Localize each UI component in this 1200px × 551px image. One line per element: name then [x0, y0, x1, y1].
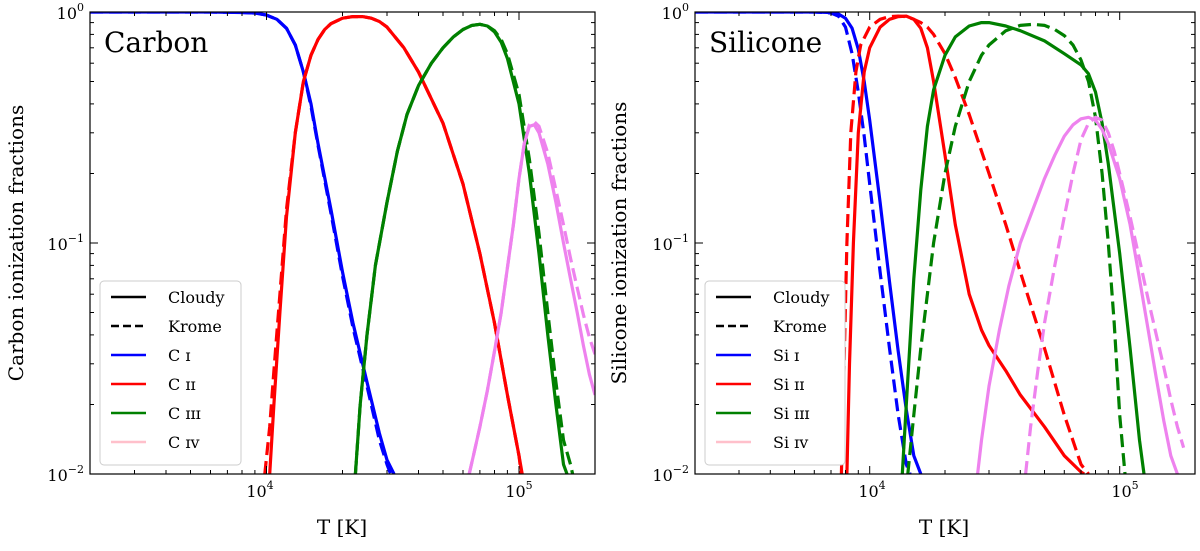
carbon-panel-title: Carbon — [104, 26, 208, 59]
carbon-ytick-label-2: 10−2 — [47, 463, 84, 485]
carbon-c-iii-cloudy-line — [353, 22, 569, 474]
carbon-legend: Cloudy Krome C ɪ C ɪɪ C ɪɪɪ C ɪᴠ — [99, 280, 242, 466]
carbon-series-group — [90, 12, 595, 474]
carbon-c-iv-krome-line — [467, 120, 595, 474]
silicone-legend-label-0: Cloudy — [773, 288, 830, 307]
carbon-xtick-label-0: 104 — [246, 479, 273, 501]
silicone-minor-ticks — [694, 11, 1196, 475]
carbon-panel: 100 10−1 10−2 104 105 T [K] Carbon ioniz… — [4, 1, 596, 539]
carbon-x-axis-title: T [K] — [317, 515, 367, 539]
silicone-si-i-krome-line — [695, 12, 912, 474]
carbon-c-iii-krome-line — [353, 22, 575, 474]
carbon-legend-label-1: Krome — [168, 317, 222, 336]
carbon-c-i-krome-line — [90, 12, 393, 474]
carbon-legend-label-2: C ɪ — [168, 346, 190, 365]
silicone-panel-title: Silicone — [709, 26, 822, 59]
silicone-x-axis-title: T [K] — [919, 515, 969, 539]
silicone-legend-label-3: Si ɪɪ — [773, 375, 804, 394]
carbon-legend-label-0: Cloudy — [168, 288, 225, 307]
silicone-legend-label-4: Si ɪɪɪ — [773, 404, 810, 423]
silicone-ytick-label-2: 10−2 — [652, 463, 689, 485]
carbon-minor-ticks — [89, 11, 596, 475]
silicone-series-group — [695, 12, 1186, 474]
carbon-legend-label-5: C ɪᴠ — [168, 433, 199, 452]
carbon-c-ii-krome-line — [263, 15, 523, 474]
silicone-y-axis-title: Silicone ionization fractions — [607, 102, 631, 385]
silicone-ytick-label-0: 100 — [662, 1, 689, 23]
silicone-si-ii-krome-line — [839, 14, 1090, 474]
silicone-si-iii-cloudy-line — [900, 21, 1146, 474]
carbon-legend-label-4: C ɪɪɪ — [168, 404, 201, 423]
carbon-ytick-label-0: 100 — [57, 1, 84, 23]
carbon-xtick-label-1: 105 — [505, 479, 532, 501]
carbon-ytick-label-1: 10−1 — [47, 232, 84, 254]
silicone-xtick-label-1: 105 — [1111, 479, 1138, 501]
carbon-y-axis-title: Carbon ionization fractions — [4, 105, 28, 381]
silicone-si-iv-krome-line — [1024, 115, 1186, 474]
silicone-legend-label-1: Krome — [773, 317, 827, 336]
silicone-si-ii-cloudy-line — [845, 14, 1085, 474]
silicone-xtick-label-0: 104 — [858, 479, 885, 501]
silicone-si-iv-cloudy-line — [976, 115, 1179, 474]
silicone-si-iii-krome-line — [906, 22, 1127, 474]
silicone-ytick-label-1: 10−1 — [652, 232, 689, 254]
silicone-legend-label-2: Si ɪ — [773, 346, 799, 365]
silicone-panel: 100 10−1 10−2 104 105 T [K] Silicone ion… — [607, 1, 1196, 539]
silicone-legend: Cloudy Krome Si ɪ Si ɪɪ Si ɪɪɪ Si ɪᴠ — [704, 280, 846, 466]
silicone-legend-label-5: Si ɪᴠ — [773, 433, 808, 452]
carbon-legend-label-3: C ɪɪ — [168, 375, 196, 394]
